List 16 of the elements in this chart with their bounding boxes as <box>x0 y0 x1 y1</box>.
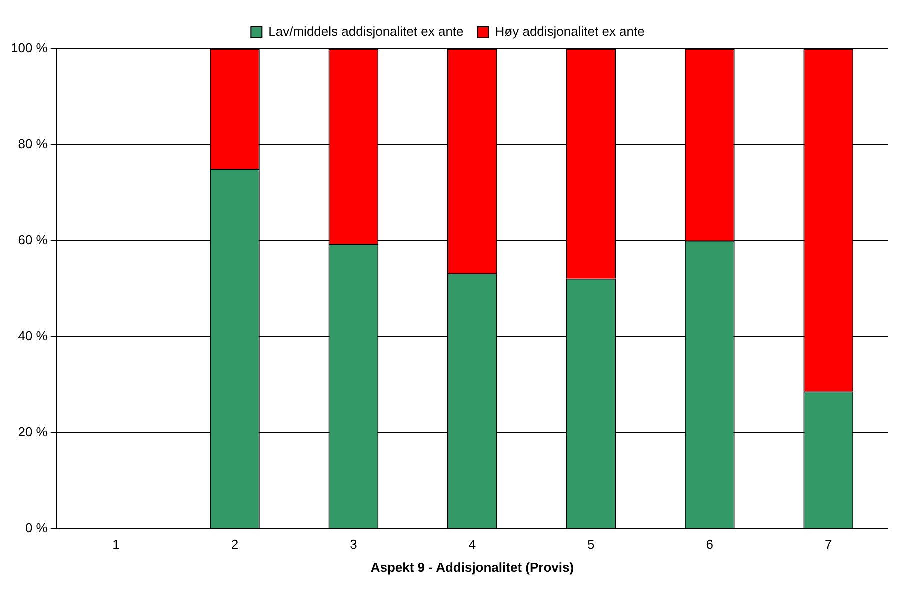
x-tick-label: 3 <box>350 537 358 552</box>
y-tick-label: 100 % <box>10 40 48 56</box>
x-tick-label: 7 <box>825 537 832 552</box>
legend-label: Lav/middels addisjonalitet ex ante <box>268 24 464 40</box>
x-tick-label: 6 <box>706 537 714 552</box>
legend-label: Høy addisjonalitet ex ante <box>495 24 645 40</box>
y-tick-label: 60 % <box>18 232 48 248</box>
y-tick-label: 0 % <box>25 520 48 536</box>
x-tick-label: 4 <box>468 537 476 552</box>
x-tick-label: 1 <box>112 537 120 552</box>
y-tick-label: 40 % <box>18 328 48 344</box>
y-tick-label: 80 % <box>18 136 48 152</box>
x-axis-title: Aspekt 9 - Addisjonalitet (Provis) <box>370 560 574 575</box>
x-tick-label: 5 <box>588 537 595 552</box>
y-tick-label: 20 % <box>18 424 48 440</box>
x-tick-label: 2 <box>231 537 239 552</box>
